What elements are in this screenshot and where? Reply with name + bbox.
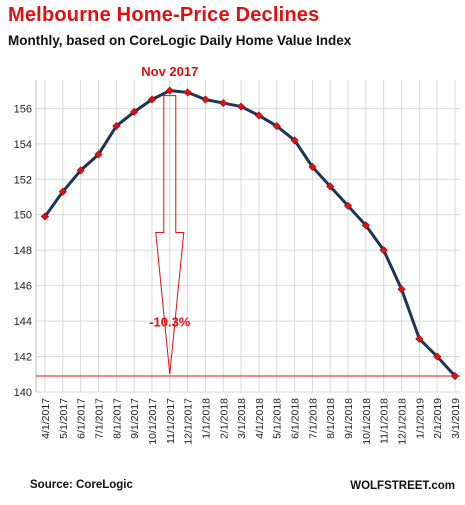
data-point (433, 352, 442, 361)
y-tick-label: 152 (14, 174, 32, 186)
data-point (112, 121, 121, 131)
x-tick-label: 11/1/2017 (165, 398, 177, 444)
x-tick-label: 5/1/2018 (272, 398, 284, 439)
x-tick-label: 12/1/2018 (397, 398, 409, 445)
data-point (129, 107, 139, 117)
gridlines (36, 80, 460, 393)
x-tick-label: 9/1/2018 (343, 398, 355, 439)
data-point (450, 371, 460, 381)
series-markers (40, 86, 460, 381)
y-tick-label: 142 (14, 352, 32, 364)
y-tick-label: 148 (14, 245, 32, 257)
x-tick-label: 4/1/2017 (40, 398, 52, 439)
source-note: Source: CoreLogic (30, 479, 133, 491)
data-point (415, 334, 424, 343)
brand-credit: WOLFSTREET.com (350, 480, 455, 492)
data-point (94, 150, 103, 159)
data-point (397, 285, 406, 294)
data-point (76, 166, 85, 175)
peak-annotation: Nov 2017 (141, 64, 198, 79)
x-tick-label: 5/1/2017 (58, 398, 70, 439)
x-tick-label: 3/1/2018 (236, 398, 248, 439)
x-tick-label: 11/1/2018 (379, 398, 391, 444)
x-tick-label: 1/1/2019 (414, 398, 426, 439)
data-point (272, 121, 281, 131)
y-tick-label: 154 (14, 139, 32, 151)
data-point (201, 95, 210, 104)
x-tick-label: 12/1/2017 (183, 398, 195, 445)
decline-arrow-shape (155, 95, 185, 375)
data-point (165, 86, 174, 95)
x-tick-label: 10/1/2018 (361, 398, 373, 445)
x-tick-label: 2/1/2019 (432, 398, 444, 439)
x-tick-label: 4/1/2018 (254, 398, 266, 439)
x-tick-label: 1/1/2018 (200, 398, 212, 439)
chart-title: Melbourne Home-Price Declines (8, 4, 320, 26)
data-point (254, 111, 264, 120)
x-tick-label: 8/1/2017 (111, 398, 123, 439)
data-point (40, 212, 50, 221)
y-tick-label: 146 (14, 281, 32, 293)
y-tick-label: 156 (14, 103, 32, 115)
y-axis-ticks: 140 142 144 146 148 150 152 154 156 (14, 103, 32, 399)
x-tick-label: 3/1/2019 (450, 398, 462, 439)
data-point (361, 221, 371, 230)
x-tick-label: 8/1/2018 (325, 398, 337, 439)
data-point (308, 162, 317, 172)
data-point (219, 98, 228, 108)
data-point (236, 102, 246, 111)
x-tick-label: 7/1/2017 (93, 398, 105, 439)
data-point (326, 182, 335, 191)
y-tick-label: 144 (14, 316, 32, 328)
x-tick-label: 7/1/2018 (307, 398, 319, 439)
data-point (147, 95, 157, 104)
series-line (43, 89, 457, 378)
x-tick-label: 6/1/2017 (76, 398, 88, 439)
data-point (290, 136, 299, 145)
x-axis-ticks: 4/1/2017 5/1/2017 6/1/2017 7/1/2017 8/1/2017… (40, 398, 462, 445)
y-tick-label: 140 (14, 387, 32, 399)
y-tick-label: 150 (14, 210, 32, 222)
chart-subtitle: Monthly, based on CoreLogic Daily Home V… (8, 33, 352, 48)
x-tick-label: 10/1/2017 (147, 398, 159, 445)
decline-arrow (155, 95, 185, 375)
decline-annotation: -10.3% (149, 314, 191, 329)
data-point (58, 187, 67, 196)
data-point (183, 88, 192, 97)
data-point (379, 246, 388, 255)
data-point (343, 201, 353, 211)
x-tick-label: 2/1/2018 (218, 398, 230, 439)
x-tick-label: 9/1/2017 (129, 398, 141, 439)
x-tick-label: 6/1/2018 (290, 398, 302, 439)
